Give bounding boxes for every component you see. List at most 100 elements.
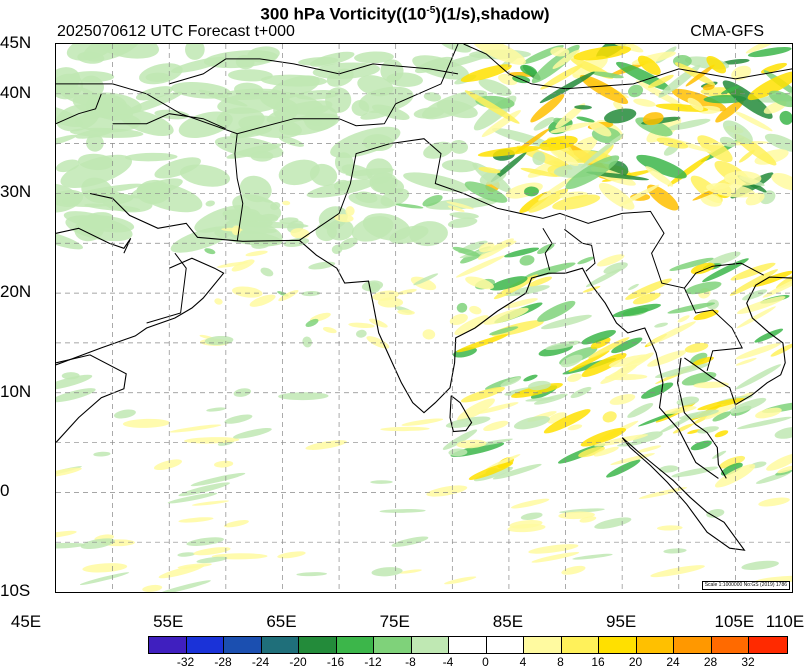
shading-patch [722,58,750,65]
shading-patch [139,63,183,85]
colorbar-tick-label: -16 [326,655,345,669]
shading-patch [770,343,792,357]
title-rest: )(1/s),shadow) [435,4,550,24]
shading-patch [361,280,384,292]
colorbar-tick-label: 32 [741,655,755,669]
shading-patch [301,290,321,297]
shading-patch [603,262,628,274]
shading-patch [449,212,479,219]
shading-patch [306,179,377,198]
shading-patch [723,171,762,186]
shading-patch [550,47,570,57]
shading-patch [628,283,639,291]
shading-patch [456,302,468,313]
colorbar-swatch [561,637,599,653]
shading-patch [697,426,719,434]
shading-patch [735,364,782,390]
shading-patch [465,276,494,290]
shading-patch [186,537,225,546]
shading-patch [719,455,746,469]
shading-patch [747,71,792,101]
shading-patch [93,451,111,457]
shading-patch [530,94,565,123]
shading-patch [142,584,163,592]
colorbar-swatch [711,637,749,653]
shading-patch [305,318,319,327]
lon-label: 95E [606,612,637,631]
shading-patch [510,498,550,509]
shading-patch [442,429,478,450]
shading-patch [611,337,643,354]
shading-patch [741,560,779,570]
shading-patch [178,517,214,523]
shading-patch [768,90,792,108]
shading-patch [422,329,436,340]
shading-patch [573,45,632,61]
shading-patch [722,120,753,145]
shading-patch [677,315,690,323]
shading-patch [231,259,255,272]
shading-patch [593,446,619,457]
shading-patch [233,427,272,439]
shading-patch [654,322,668,328]
shading-patch [338,237,358,250]
shading-patch [594,517,632,529]
shading-patch [278,159,320,186]
shading-patch [669,257,714,271]
shading-patch [214,298,223,305]
shading-patch [681,371,717,386]
colorbar-swatch [524,637,562,653]
shading-patch [739,149,755,163]
shading-patch [762,275,792,298]
shading-patch [224,520,249,528]
shading-patch [581,329,617,345]
shading-patch [456,439,487,449]
shading-patch [278,392,329,401]
shading-patch [87,92,142,115]
colorbar-tick-label: -4 [442,655,454,669]
shading-patch [330,126,401,159]
shading-patch [645,166,674,187]
shading-patch [130,178,183,199]
shading-patch [730,262,776,281]
shading-patch [720,462,743,476]
shading-patch [413,273,439,286]
shading-patch [735,357,757,366]
shading-patch [478,78,512,97]
shading-patch [558,511,595,520]
shading-patch [574,105,592,110]
shading-patch [278,136,304,147]
shading-patch [576,116,595,123]
lon-label: 45E [10,612,42,631]
title-main: 300 hPa Vorticity((10 [260,4,427,24]
shading-patch [693,309,719,321]
shading-patch [438,44,472,53]
shading-patch [56,229,84,250]
shading-patch [714,430,729,438]
boundary-line [449,395,473,433]
shading-patch [721,85,740,95]
shading-patch [671,88,727,112]
shading-patch [423,141,454,159]
shading-patch [693,381,729,389]
shading-patch [714,464,756,488]
colorbar-tick-label: 4 [519,655,527,669]
shading-patch [122,418,170,428]
shading-patch [358,86,414,113]
shading-patch [296,90,339,100]
shading-patch [687,429,701,434]
boundary-line [683,287,743,371]
shading-patch [460,386,506,403]
shading-patch [702,258,749,283]
colorbar-swatch [599,637,637,653]
lat-label: 20N [0,282,32,302]
colorbar-tick-label: -32 [176,655,195,669]
shading-patch [596,254,625,267]
shading-patch [641,382,674,399]
shading-patch [719,136,737,148]
shading-patch [540,64,583,90]
shading-patch [444,576,477,585]
shading-patch [559,508,605,514]
shading-patch [345,206,355,217]
shading-patch [706,55,727,74]
